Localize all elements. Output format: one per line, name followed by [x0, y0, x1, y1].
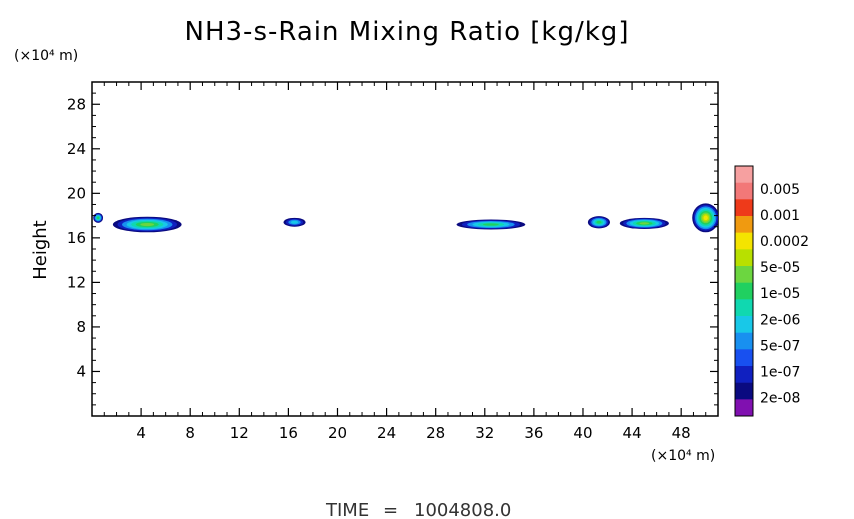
data-cell	[482, 223, 499, 226]
colorbar-swatch	[735, 182, 753, 200]
colorbar-swatch	[735, 216, 753, 233]
colorbar-label: 1e-07	[760, 364, 800, 380]
x-tick-label: 44	[623, 424, 642, 442]
data-cell	[97, 216, 100, 219]
y-tick-label: 4	[76, 362, 86, 380]
data-cell	[639, 222, 650, 225]
x-tick-label: 36	[524, 424, 543, 442]
x-tick-label: 4	[136, 424, 146, 442]
y-tick-label: 12	[67, 273, 86, 291]
colorbar-label: 0.005	[760, 182, 800, 198]
x-tick-label: 40	[573, 424, 592, 442]
colorbar-swatch	[735, 316, 753, 333]
data-cell	[703, 215, 708, 221]
colorbar-swatch	[735, 199, 753, 217]
x-tick-label: 12	[230, 424, 249, 442]
chart-title: NH3-s-Rain Mixing Ratio [kg/kg]	[185, 17, 630, 47]
colorbar-swatch	[735, 349, 753, 367]
colorbar-label: 0.0002	[760, 234, 809, 250]
x-tick-label: 24	[377, 424, 396, 442]
x-unit-label: (×10⁴ m)	[651, 448, 715, 464]
colorbar-frame	[734, 165, 754, 417]
colorbar-label: 2e-08	[760, 390, 800, 406]
colorbar-swatch	[735, 249, 753, 267]
colorbar-swatch	[735, 299, 753, 317]
x-tick-label: 28	[426, 424, 445, 442]
x-tick-label: 16	[279, 424, 298, 442]
colorbar: 0.005 0.001 0.0002 5e-05 1e-05 2e-06 5e-07 1e-0…	[734, 165, 809, 417]
y-tick-label: 20	[67, 184, 86, 202]
x-tick-label: 32	[475, 424, 494, 442]
data-cells	[93, 203, 718, 233]
data-cell	[290, 220, 299, 224]
colorbar-label: 5e-07	[760, 338, 800, 354]
y-tick-label: 16	[67, 229, 86, 247]
y-tick-label: 24	[67, 140, 86, 158]
colorbar-label: 0.001	[760, 208, 800, 224]
colorbar-label: 5e-05	[760, 260, 800, 276]
colorbar-swatch	[735, 382, 753, 400]
x-tick-label: 20	[328, 424, 347, 442]
data-cell	[596, 220, 602, 224]
colorbar-swatch	[735, 266, 753, 283]
time-label: TIME	[325, 500, 369, 519]
y-tick-label: 8	[76, 318, 86, 336]
colorbar-label: 2e-06	[760, 312, 800, 328]
y-tick-label: 28	[67, 95, 86, 113]
colorbar-swatch	[735, 399, 753, 417]
colorbar-swatch	[735, 282, 753, 300]
time-equals: =	[383, 500, 398, 519]
colorbar-swatch	[735, 232, 753, 250]
data-cell	[140, 222, 155, 227]
colorbar-label: 1e-05	[760, 286, 800, 302]
time-value: 1004808.0	[414, 500, 511, 519]
colorbar-swatch	[735, 332, 753, 350]
colorbar-swatch	[735, 166, 753, 183]
x-tick-label: 8	[185, 424, 195, 442]
colorbar-swatch	[735, 366, 753, 383]
plot-frame	[91, 81, 719, 417]
y-unit-label: (×10⁴ m)	[14, 48, 78, 64]
x-tick-label: 48	[672, 424, 691, 442]
y-axis-label: Height	[30, 220, 51, 280]
